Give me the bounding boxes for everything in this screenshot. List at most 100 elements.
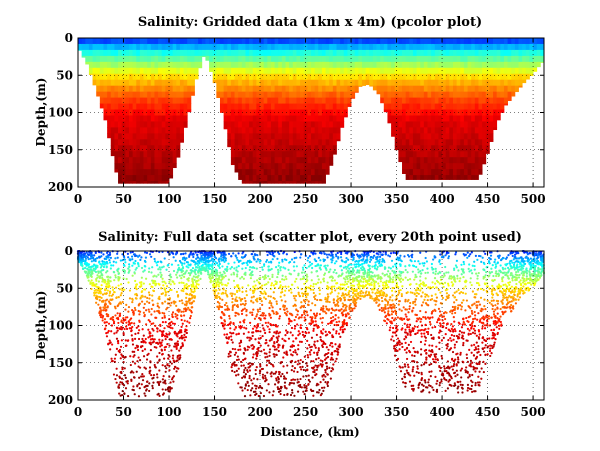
heatmap-cell — [267, 97, 272, 104]
heatmap-cell — [303, 145, 308, 152]
x-tick-label: 200 — [248, 192, 273, 206]
heatmap-cell — [321, 73, 326, 81]
scatter-point — [454, 384, 457, 387]
scatter-point — [163, 300, 167, 303]
heatmap-cell — [456, 103, 461, 110]
heatmap-cell — [289, 55, 294, 63]
heatmap-cell — [496, 38, 501, 45]
heatmap-cell — [358, 85, 363, 87]
heatmap-cell — [194, 55, 199, 63]
heatmap-cell — [238, 43, 243, 51]
scatter-point — [425, 293, 428, 296]
heatmap-cell — [409, 91, 414, 98]
heatmap-cell — [474, 109, 479, 116]
scatter-point — [303, 300, 307, 303]
heatmap-cell — [347, 38, 352, 45]
heatmap-cell — [249, 85, 254, 93]
scatter-point — [259, 344, 262, 347]
scatter-point — [395, 334, 398, 337]
heatmap-cell — [332, 85, 337, 93]
heatmap-cell — [223, 79, 228, 87]
scatter-point — [160, 266, 164, 269]
scatter-point — [273, 383, 277, 386]
x-tick-label: 100 — [156, 192, 181, 206]
heatmap-cell — [434, 133, 439, 140]
heatmap-cell — [361, 55, 367, 63]
scatter-point — [492, 310, 496, 313]
scatter-point — [147, 328, 150, 331]
heatmap-cell — [296, 38, 301, 45]
heatmap-cell — [332, 49, 337, 57]
heatmap-cell — [139, 79, 144, 87]
scatter-point — [155, 275, 158, 278]
heatmap-cell — [398, 127, 403, 134]
scatter-point — [340, 312, 343, 315]
heatmap-cell — [438, 163, 443, 170]
heatmap-cell — [260, 73, 265, 81]
heatmap-cell — [387, 55, 392, 63]
scatter-point — [127, 394, 130, 398]
heatmap-cell — [176, 97, 181, 104]
heatmap-cell — [387, 91, 392, 98]
heatmap-cell — [321, 91, 326, 98]
heatmap-cell — [493, 127, 498, 131]
scatter-point — [444, 298, 448, 301]
heatmap-cell — [147, 103, 152, 110]
heatmap-cell — [522, 43, 527, 51]
scatter-point — [105, 335, 109, 338]
scatter-point — [522, 285, 525, 288]
heatmap-cell — [507, 67, 512, 75]
scatter-point — [504, 263, 507, 266]
heatmap-cell — [125, 133, 130, 140]
heatmap-cell — [474, 73, 479, 81]
scatter-point — [249, 277, 253, 280]
heatmap-cell — [143, 97, 148, 104]
heatmap-cell — [427, 145, 432, 152]
heatmap-cell — [161, 181, 166, 184]
heatmap-cell — [256, 97, 261, 104]
heatmap-cell — [449, 145, 454, 152]
scatter-point — [293, 378, 297, 381]
heatmap-cell — [187, 38, 192, 45]
scatter-point — [332, 298, 335, 301]
heatmap-cell — [234, 67, 239, 75]
scatter-point — [277, 272, 280, 276]
heatmap-cell — [194, 73, 199, 80]
heatmap-cell — [263, 157, 268, 164]
heatmap-cell — [147, 151, 152, 158]
heatmap-cell — [114, 79, 119, 87]
scatter-point — [278, 344, 281, 347]
scatter-point — [299, 256, 302, 259]
scatter-point — [246, 381, 249, 384]
heatmap-cell — [121, 109, 126, 116]
heatmap-cell — [471, 85, 476, 93]
heatmap-cell — [463, 109, 468, 116]
heatmap-cell — [438, 169, 443, 176]
heatmap-cell — [398, 55, 403, 63]
scatter-point — [404, 313, 407, 316]
heatmap-cell — [281, 175, 286, 182]
heatmap-cell — [219, 38, 225, 45]
heatmap-cell — [252, 103, 257, 110]
scatter-point — [470, 269, 473, 272]
heatmap-cell — [107, 103, 112, 110]
heatmap-cell — [118, 115, 123, 122]
heatmap-cell — [409, 139, 414, 146]
heatmap-cell — [329, 103, 334, 110]
heatmap-cell — [511, 49, 516, 57]
heatmap-cell — [136, 115, 141, 122]
heatmap-cell — [139, 103, 144, 110]
scatter-point — [258, 384, 262, 388]
heatmap-cell — [325, 67, 330, 75]
scatter-point — [272, 390, 275, 393]
heatmap-cell — [420, 38, 425, 45]
scatter-point — [469, 281, 472, 284]
heatmap-cell — [409, 97, 414, 104]
heatmap-cell — [161, 163, 166, 170]
heatmap-cell — [143, 163, 148, 170]
heatmap-cell — [452, 133, 458, 140]
heatmap-cell — [474, 97, 479, 104]
scatter-point — [382, 281, 385, 284]
heatmap-cell — [394, 109, 399, 116]
heatmap-cell — [391, 73, 396, 81]
